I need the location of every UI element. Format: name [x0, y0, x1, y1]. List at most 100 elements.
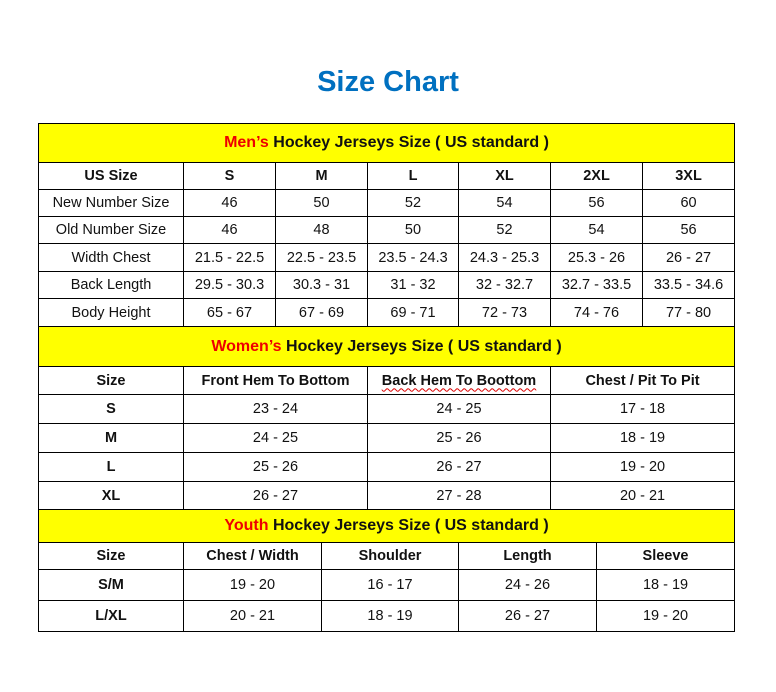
table-cell: 56: [550, 189, 643, 217]
table-cell: 19 - 20: [595, 600, 736, 632]
table-cell: 54: [458, 189, 551, 217]
column-header: XL: [458, 162, 551, 190]
table-cell: 74 - 76: [550, 298, 643, 327]
table-row: S 23 - 24 24 - 25 17 - 18: [38, 394, 736, 424]
column-header-text: 3XL: [675, 168, 702, 184]
table-cell: 24 - 25: [367, 394, 551, 424]
banner-text: Hockey Jerseys Size ( US standard ): [281, 337, 562, 355]
banner-highlight: Youth: [224, 517, 269, 534]
table-cell: 26 - 27: [458, 600, 597, 632]
column-header-text: US Size: [84, 168, 138, 184]
row-label: Old Number Size: [38, 216, 184, 244]
column-header: L: [367, 162, 459, 190]
table-cell: 23.5 - 24.3: [367, 243, 459, 272]
table-cell: 69 - 71: [367, 298, 459, 327]
table-row: Body Height 65 - 67 67 - 69 69 - 71 72 - 73 7…: [38, 298, 736, 327]
column-header: Chest / Pit To Pit: [549, 366, 736, 395]
column-header: Sleeve: [595, 542, 736, 570]
row-label: Body Height: [38, 298, 184, 327]
youth-banner: Youth Hockey Jerseys Size ( US standard …: [37, 509, 736, 543]
table-cell: 21.5 - 22.5: [183, 243, 276, 272]
table-cell: 54: [550, 216, 643, 244]
table-cell: 19 - 20: [183, 569, 322, 601]
column-header-text: S: [224, 168, 235, 184]
column-header: S: [183, 162, 276, 190]
column-header-text: 2XL: [583, 168, 610, 184]
mens-size-table: Men’s Hockey Jerseys Size ( US standard …: [37, 123, 736, 327]
table-cell: 46: [183, 189, 276, 217]
row-label: M: [38, 423, 184, 453]
column-header-text: Size: [96, 548, 126, 564]
row-label: Back Length: [38, 271, 184, 299]
column-header-text: Shoulder: [358, 548, 422, 564]
header-row: US Size S M L XL 2XL 3XL: [38, 162, 736, 190]
table-cell: 25 - 26: [183, 452, 368, 482]
men-banner-row: Men’s Hockey Jerseys Size ( US standard …: [37, 123, 736, 163]
column-header-text: XL: [495, 168, 514, 184]
table-cell: 50: [367, 216, 459, 244]
table-cell: 26 - 27: [183, 481, 368, 510]
table-cell: 23 - 24: [183, 394, 368, 424]
table-cell: 19 - 20: [549, 452, 736, 482]
column-header: Length: [458, 542, 597, 570]
banner-highlight: Women’s: [211, 337, 282, 355]
row-label: New Number Size: [38, 189, 184, 217]
column-header-text: Sleeve: [642, 548, 689, 564]
table-cell: 65 - 67: [183, 298, 276, 327]
table-cell: 67 - 69: [275, 298, 368, 327]
table-cell: 24.3 - 25.3: [458, 243, 551, 272]
women-banner-row: Women’s Hockey Jerseys Size ( US standar…: [37, 326, 736, 367]
header-row: Size Front Hem To Bottom Back Hem To Boott…: [38, 366, 736, 395]
column-header-text: Size: [96, 372, 126, 389]
row-label: L: [38, 452, 184, 482]
table-row: L/XL 20 - 21 18 - 19 26 - 27 19 - 20: [38, 600, 736, 632]
column-header: M: [275, 162, 368, 190]
youth-size-table: Youth Hockey Jerseys Size ( US standard …: [37, 509, 736, 632]
women-banner: Women’s Hockey Jerseys Size ( US standar…: [37, 326, 736, 367]
table-cell: 18 - 19: [595, 569, 736, 601]
table-row: Back Length 29.5 - 30.3 30.3 - 31 31 - 32 32…: [38, 271, 736, 299]
column-header-text: Length: [503, 548, 552, 564]
banner-text: Hockey Jerseys Size ( US standard ): [268, 517, 549, 534]
row-label: S/M: [38, 569, 184, 601]
table-cell: 56: [641, 216, 736, 244]
table-cell: 52: [458, 216, 551, 244]
table-row: M 24 - 25 25 - 26 18 - 19: [38, 423, 736, 453]
table-row: Old Number Size 46 48 50 52 54 56: [38, 216, 736, 244]
table-cell: 77 - 80: [641, 298, 736, 327]
table-cell: 26 - 27: [367, 452, 551, 482]
column-header-text: Chest / Width: [206, 548, 299, 564]
table-cell: 60: [641, 189, 736, 217]
table-cell: 20 - 21: [183, 600, 322, 632]
column-header: Chest / Width: [183, 542, 322, 570]
table-row: New Number Size 46 50 52 54 56 60: [38, 189, 736, 217]
table-cell: 26 - 27: [641, 243, 736, 272]
column-header-text: Back Hem To Boottom: [381, 372, 537, 389]
table-cell: 29.5 - 30.3: [183, 271, 276, 299]
header-row: Size Chest / Width Shoulder Length Sleeve: [38, 542, 736, 570]
table-cell: 30.3 - 31: [275, 271, 368, 299]
youth-banner-row: Youth Hockey Jerseys Size ( US standard …: [37, 509, 736, 543]
row-label: S: [38, 394, 184, 424]
column-header-text: Chest / Pit To Pit: [585, 372, 700, 389]
table-cell: 24 - 25: [183, 423, 368, 453]
table-cell: 16 - 17: [321, 569, 459, 601]
table-cell: 27 - 28: [367, 481, 551, 510]
table-cell: 52: [367, 189, 459, 217]
column-header-text: M: [315, 168, 328, 184]
column-header: 3XL: [641, 162, 736, 190]
table-row: Width Chest 21.5 - 22.5 22.5 - 23.5 23.5 - …: [38, 243, 736, 272]
table-row: L 25 - 26 26 - 27 19 - 20: [38, 452, 736, 482]
table-cell: 22.5 - 23.5: [275, 243, 368, 272]
table-row: XL 26 - 27 27 - 28 20 - 21: [38, 481, 736, 510]
page-title: Size Chart: [317, 66, 459, 98]
column-header: Size: [38, 542, 184, 570]
column-header: US Size: [38, 162, 184, 190]
table-cell: 24 - 26: [458, 569, 597, 601]
table-cell: 18 - 19: [549, 423, 736, 453]
column-header: Front Hem To Bottom: [183, 366, 368, 395]
column-header: Back Hem To Boottom: [367, 366, 551, 395]
table-cell: 72 - 73: [458, 298, 551, 327]
table-cell: 31 - 32: [367, 271, 459, 299]
table-cell: 20 - 21: [549, 481, 736, 510]
